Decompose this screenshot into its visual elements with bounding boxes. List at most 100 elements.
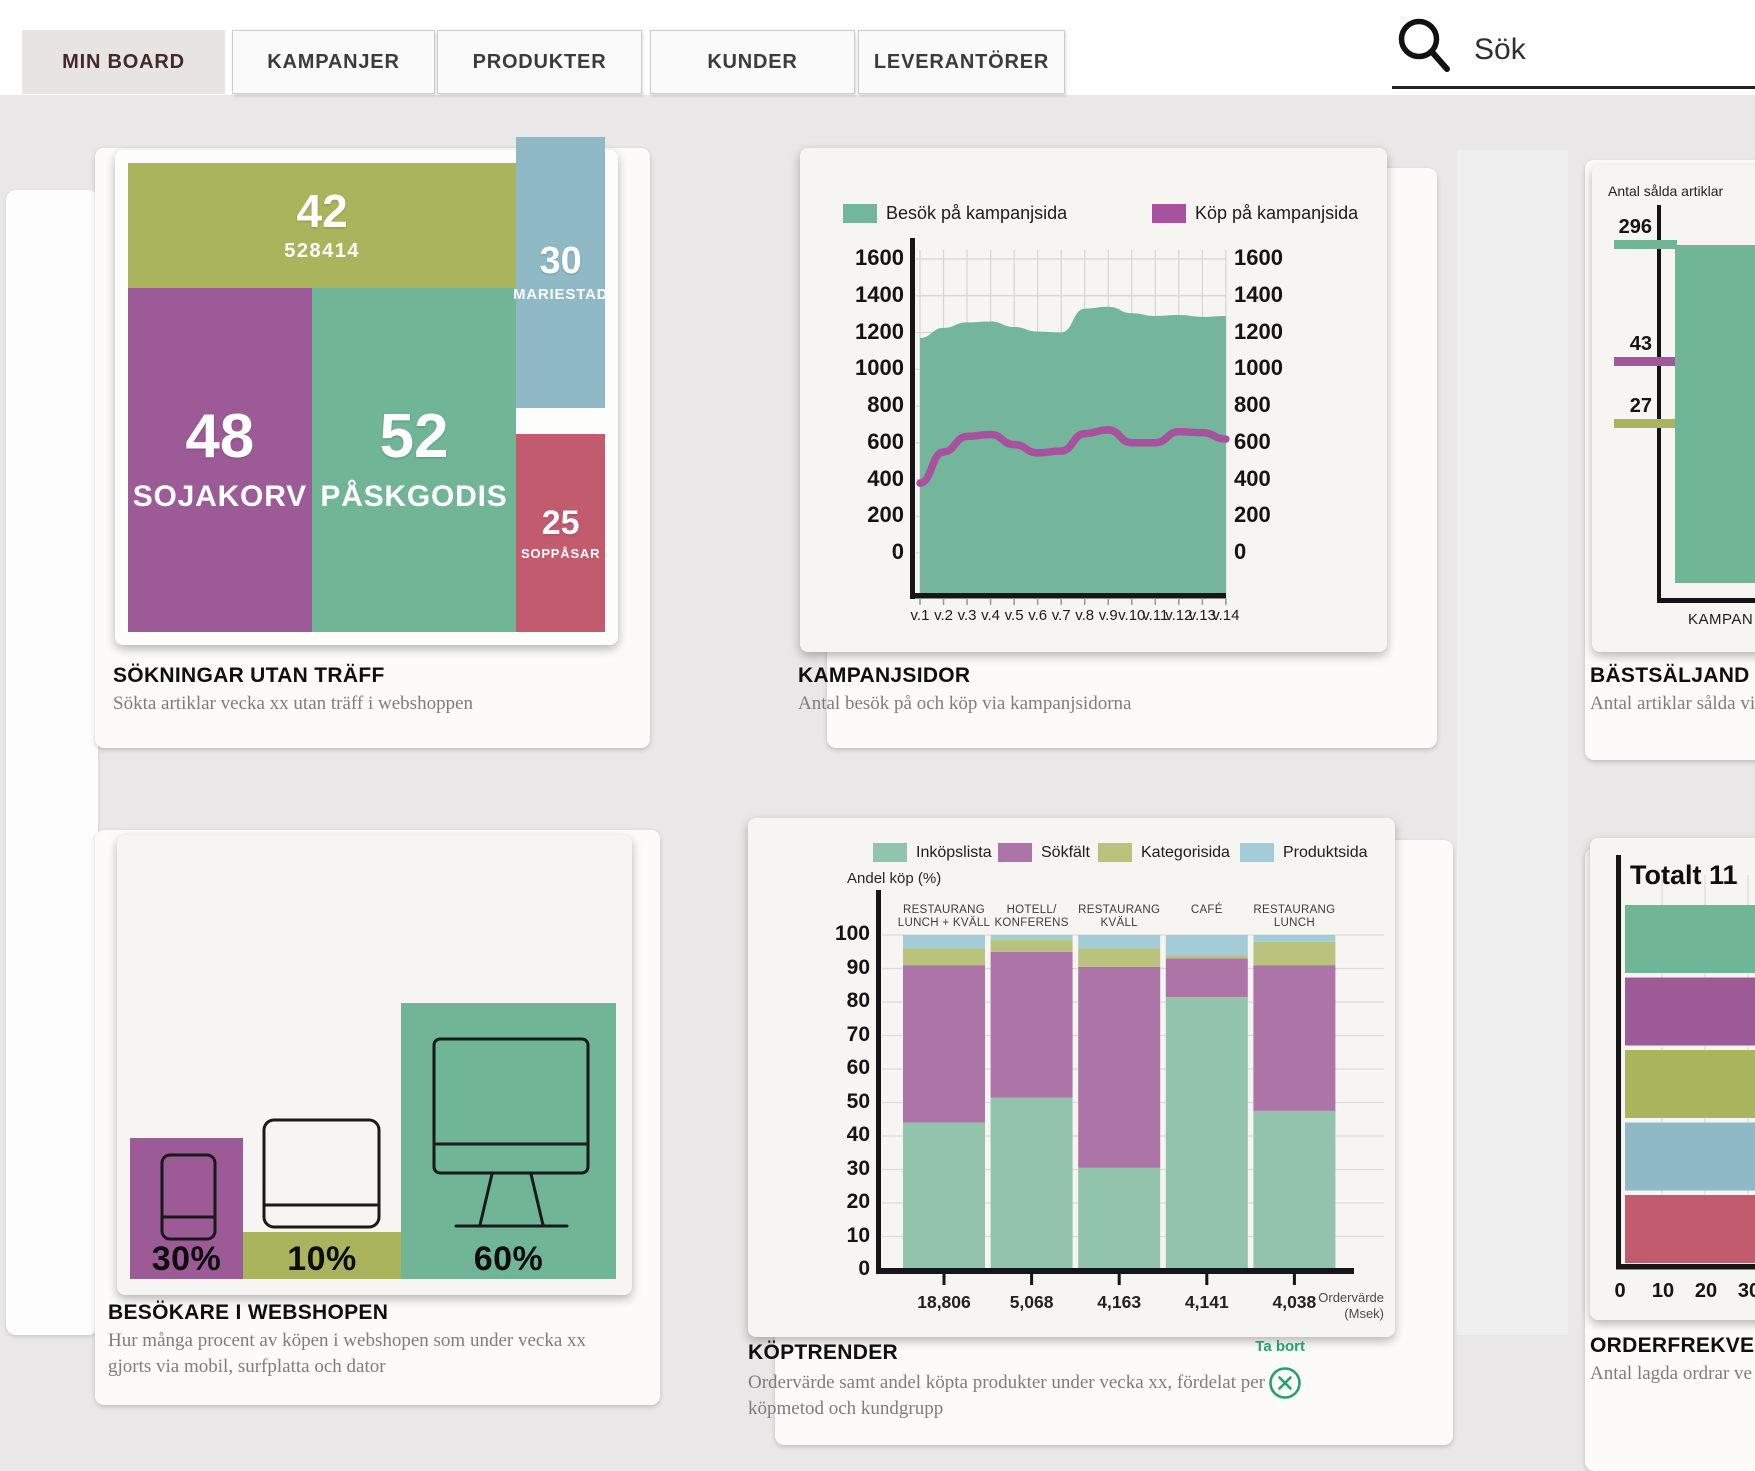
card-subtitle-bastsaljande: Antal artiklar sålda vi [1590,693,1755,714]
ytick-left: 1200 [855,318,904,344]
device-bar-tablet [243,1232,401,1279]
ytick: 70 [846,1022,870,1046]
ytick-left: 800 [867,392,904,417]
treemap-block-soppåsar: 25 SOPPÅSAR [516,434,605,632]
xtick: v.9 [1098,607,1118,624]
bar-total: 18,806 [917,1292,971,1312]
empty-slot-strip [1457,150,1568,1335]
ytick-left: 1000 [855,355,904,381]
legend-swatch-4 [1240,843,1274,862]
legend-item: Besök på kampanjsida [843,203,1067,224]
search-icon[interactable] [1396,16,1454,78]
orderfrekvens-plot [1616,855,1755,1270]
treemap-label: PÅSKGODIS [320,479,508,513]
ytick-right: 600 [1234,428,1271,454]
widget-bastsaljande[interactable]: Antal sålda artiklar 296 43 27 KAMPAN [1592,165,1755,652]
treemap-block-mariestad: 30 MARIESTAD [513,137,609,409]
legend-item: Kategorisida [1098,843,1230,862]
ytick-right: 1200 [1234,318,1283,344]
desktop-icon [432,1037,590,1228]
total-label: Totalt 11 [1630,860,1738,890]
legend-swatch-1 [873,843,907,862]
xtick: 0 [1614,1280,1626,1302]
ytick-right: 1600 [1234,245,1283,270]
ytick: 10 [846,1223,870,1247]
tab-kunder[interactable]: KUNDER [650,30,855,94]
treemap-label: 528414 [284,239,360,262]
legend-item: Inköpslista [873,843,992,862]
ytick-right: 800 [1234,392,1271,417]
tab-produkter[interactable]: PRODUKTER [437,30,642,94]
widget-orderfrekvens[interactable]: Totalt 11 0 10 20 30 [1590,838,1755,1320]
treemap-label: MARIESTAD [513,286,609,304]
tablet-icon [262,1118,381,1229]
group-label: HOTELL/KONFERENS [994,904,1069,929]
treemap-value: 42 [296,184,348,237]
tab-min-board[interactable]: MIN BOARD [22,30,225,94]
card-subtitle-kampanjsidor: Antal besök på och köp via kampanjsidorn… [798,693,1132,714]
widget-sokningar-utan-traff[interactable]: 42 528414 48 SOJAKORV 52 PÅSKGODIS 30 MARIESTAD… [115,137,618,645]
xtick: v.11 [1142,607,1169,624]
remove-icon[interactable] [1268,1366,1302,1400]
search-input[interactable] [1472,24,1746,76]
xtick: v.14 [1212,607,1240,624]
ytick-right: 1000 [1234,355,1283,381]
card-title-koptrender: KÖPTRENDER [748,1341,899,1364]
ytick-right: 200 [1234,502,1271,528]
search-underline [1392,86,1755,89]
offscreen-card-strip-left [6,190,98,1335]
treemap-value: 48 [185,401,255,471]
legend-label: Köp på kampanjsida [1195,203,1359,223]
x-axis-label: KAMPAN [1688,611,1754,628]
remove-widget-button[interactable]: Ta bort [1255,1338,1305,1355]
group-label: RESTAURANG LUNCH + KVÄLL [897,904,991,929]
ytick: 40 [846,1123,870,1146]
group-label: RESTAURANG KVÄLL [1078,904,1161,929]
ytick-right: 400 [1234,465,1271,491]
tab-kampanjer[interactable]: KAMPANJER [232,30,435,94]
legend-item: Sökfält [998,843,1090,862]
legend-swatch-2 [998,843,1032,862]
ytick-right: 0 [1234,539,1247,564]
bar-total: 5,068 [1009,1292,1054,1312]
bar-total: 4,163 [1097,1292,1142,1312]
treemap: 42 528414 48 SOJAKORV 52 PÅSKGODIS 30 MARIESTAD… [128,137,607,632]
treemap-block-528414: 42 528414 [128,163,517,288]
treemap-value: 52 [379,401,449,471]
xtick: v.3 [957,607,977,624]
legend-label: Besök på kampanjsida [886,203,1068,223]
xtick: v.10 [1118,607,1146,624]
xtick: 30 [1737,1280,1755,1302]
y-axis-title: Andel köp (%) [847,870,942,887]
legend-item: Köp på kampanjsida [1152,203,1358,224]
card-subtitle-besokare-2: gjorts via mobil, surfplatta och dator [108,1356,386,1377]
xtick: v.6 [1028,607,1048,624]
y-axis [1657,205,1661,602]
tab-leverant-rer[interactable]: LEVERANTÖRER [858,30,1065,94]
widget-kampanjsidor[interactable]: Besök på kampanjsida Köp på kampanjsida 16… [800,148,1387,652]
ytick-left: 400 [867,465,904,491]
ytick: 90 [846,955,870,979]
card-title-bastsaljande: BÄSTSÄLJAND [1590,664,1750,687]
ytick: 80 [846,989,870,1012]
xtick: v.1 [910,607,930,624]
card-subtitle-koptrender-2: köpmetod och kundgrupp [748,1398,944,1419]
ytick: 100 [834,922,870,945]
koptrender-plot [876,890,1384,1285]
legend-item: Produktsida [1240,843,1368,862]
xtick: v.2 [934,607,953,624]
ytick-left: 200 [867,502,904,528]
ytick: 0 [858,1257,870,1280]
widget-koptrender[interactable]: Inköpslista Sökfält Kategorisida Produktsid… [748,818,1395,1337]
widget-besokare[interactable]: 30% 10% 60% [117,835,632,1295]
ytick-left: 1600 [855,245,904,270]
ytick: 60 [846,1056,870,1079]
ytick: 20 [846,1190,870,1213]
legend-swatch-1 [843,204,877,223]
ytick: 50 [846,1089,870,1113]
x-axis [1657,598,1755,603]
xtick: v.4 [981,607,1001,624]
bar-tick [1614,240,1677,249]
group-label: RESTAURANG LUNCH [1253,904,1336,929]
